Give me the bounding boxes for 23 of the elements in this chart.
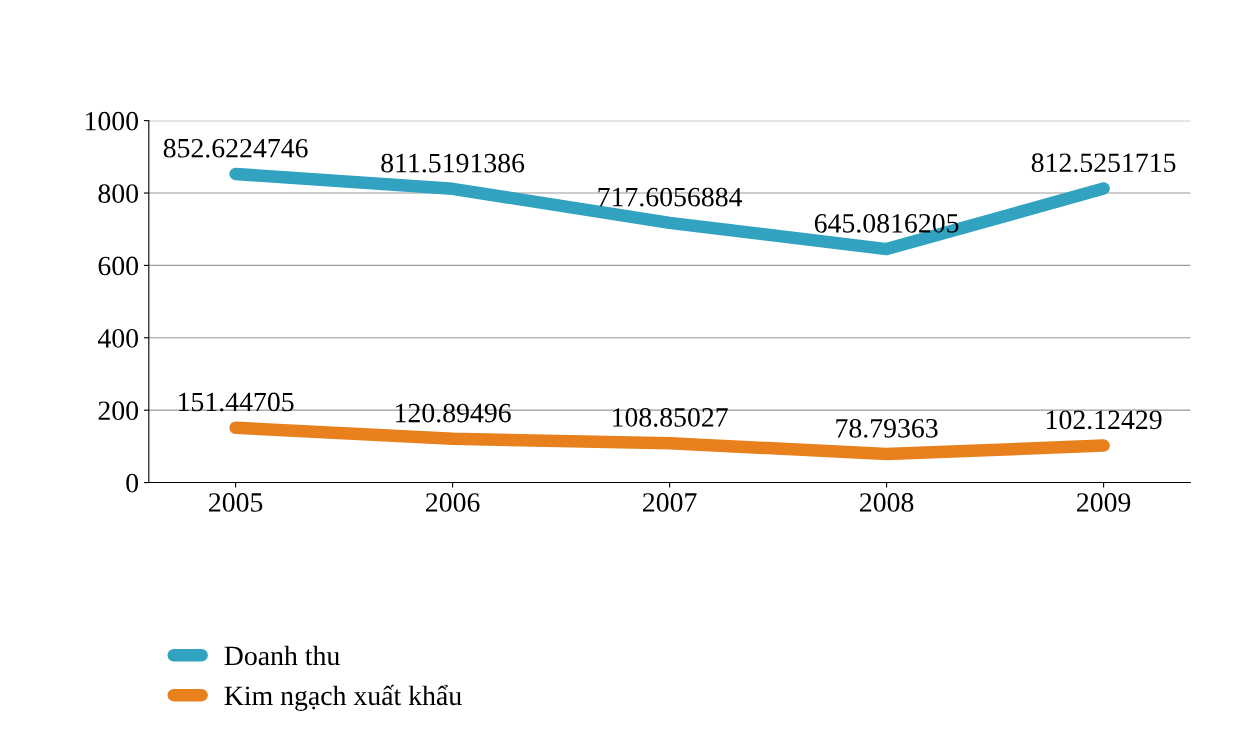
data-label: 717.6056884 — [598, 187, 743, 207]
data-label: 852.6224746 — [163, 138, 308, 158]
x-tick-label: 2006 — [426, 493, 480, 512]
y-tick-label: 200 — [98, 401, 139, 421]
y-tick-label: 800 — [98, 184, 139, 203]
y-tick-label: 400 — [97, 328, 139, 348]
data-label: 645.0816205 — [814, 213, 959, 233]
data-label: 102.12429 — [1047, 410, 1162, 430]
y-tick-label: 1000 — [85, 111, 139, 131]
data-label: 812.5251715 — [1031, 153, 1176, 173]
y-tick-label: 0 — [126, 473, 139, 493]
legend-label: Kim ngạch xuất khẩu — [224, 684, 462, 711]
data-label: 108.85027 — [613, 408, 728, 427]
data-label: 811.5191386 — [381, 153, 525, 173]
legend-label: Doanh thu — [224, 645, 340, 666]
data-label: 151.44705 — [179, 392, 294, 412]
data-label: 120.89496 — [396, 403, 511, 423]
x-tick-label: 2005 — [209, 493, 263, 512]
y-tick-label: 600 — [98, 256, 139, 276]
x-tick-label: 2008 — [860, 493, 914, 512]
x-tick-label: 2007 — [643, 493, 697, 512]
data-label: 78.79363 — [836, 418, 938, 438]
x-tick-label: 2009 — [1077, 493, 1131, 512]
